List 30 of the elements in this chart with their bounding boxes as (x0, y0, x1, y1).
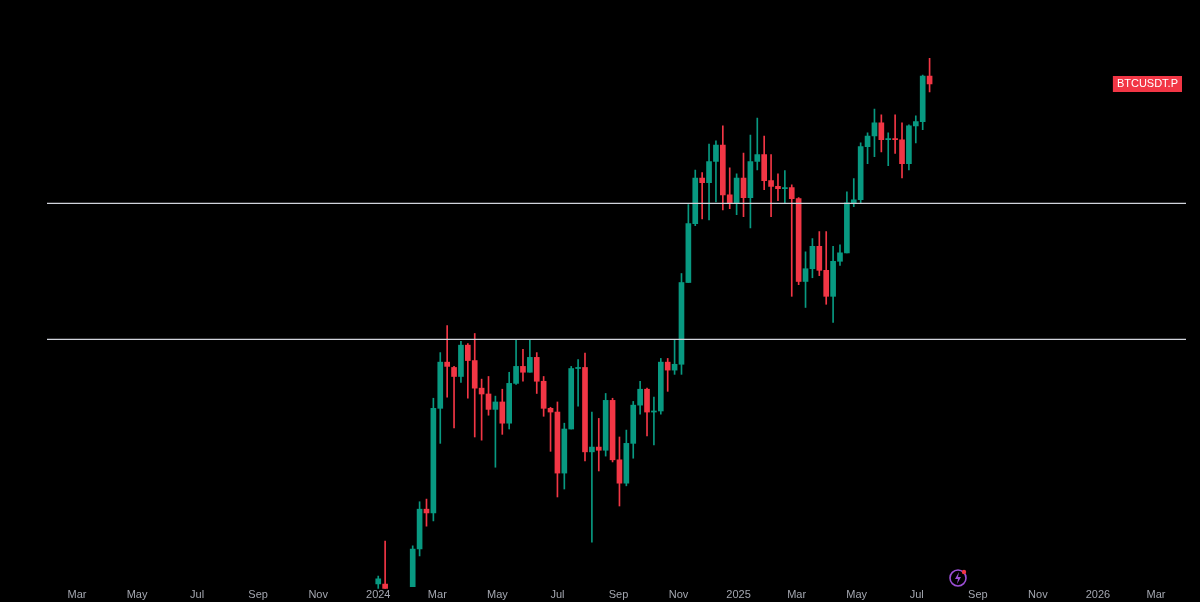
x-tick-label: Sep (968, 588, 988, 601)
x-tick-label: Sep (608, 588, 629, 601)
candlestick (444, 325, 450, 398)
candlestick (451, 366, 457, 429)
x-tick-label: 2025 (726, 588, 751, 601)
candlestick (664, 358, 671, 392)
x-tick-label: Nov (668, 588, 689, 601)
candlestick (782, 170, 788, 204)
candlestick (595, 418, 602, 472)
x-tick-label: Nov (1028, 588, 1049, 601)
x-tick-label: May (126, 588, 148, 601)
x-tick-label: 2024 (366, 588, 391, 601)
annotation: BTCUSDT.P (1116, 77, 1179, 90)
candlestick (520, 349, 526, 382)
x-tick-label: 2026 (1085, 588, 1111, 601)
x-tick-label: May (846, 588, 868, 601)
x-tick-label: Jul (909, 588, 924, 601)
x-tick-label: Nov (308, 588, 329, 601)
candlestick (589, 411, 595, 543)
x-tick-label: Mar (427, 588, 448, 601)
candlestick (726, 167, 733, 210)
x-tick-label: Mar (67, 588, 87, 601)
candlestick (699, 172, 705, 220)
candlestick (885, 132, 892, 167)
x-tick-label: Jul (190, 588, 205, 601)
x-tick-label: May (486, 588, 509, 601)
x-tick-label: Sep (248, 588, 268, 601)
x-tick-label: Mar (787, 588, 807, 601)
x-tick-label: Jul (550, 588, 565, 601)
x-tick-label: Mar (1146, 588, 1166, 601)
